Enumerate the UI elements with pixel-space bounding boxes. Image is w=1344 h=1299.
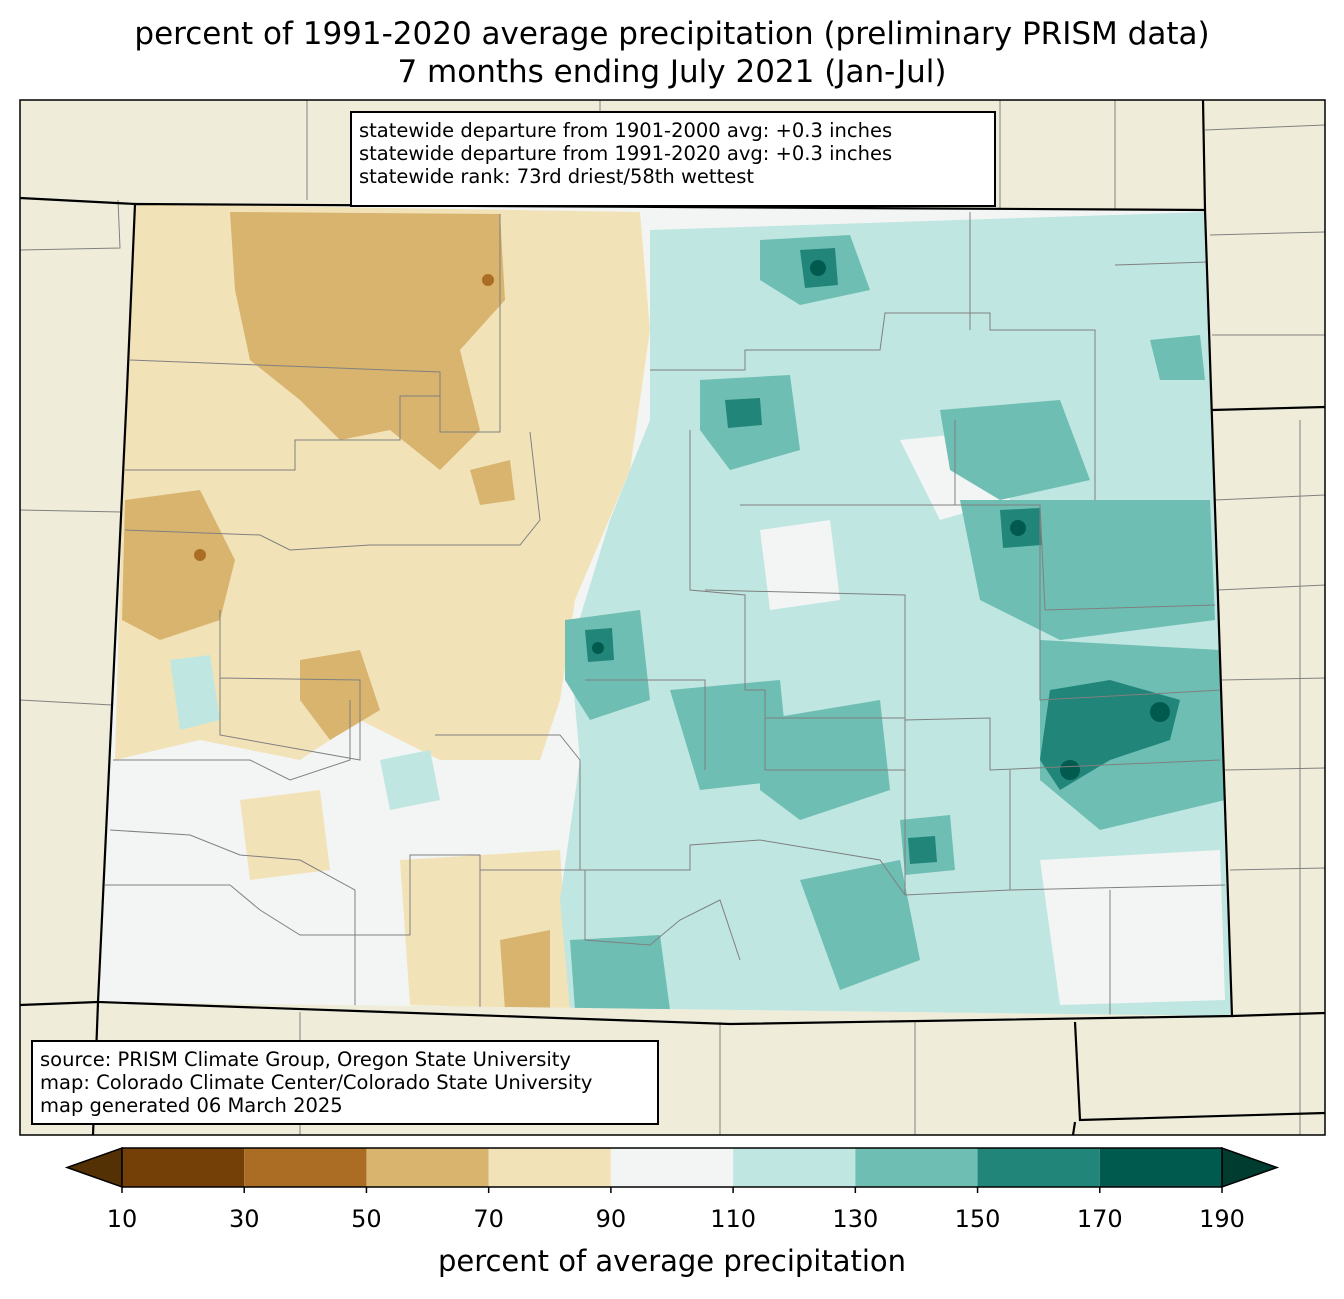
state-borders (19, 99, 1326, 1136)
colorbar-tick-label: 170 (1076, 1205, 1123, 1233)
source-line: map: Colorado Climate Center/Colorado St… (40, 1071, 593, 1094)
colorbar-tick-label: 10 (106, 1205, 138, 1233)
map-title-line1: percent of 1991-2020 average precipitati… (134, 16, 1210, 52)
source-line: map generated 06 March 2025 (40, 1094, 343, 1117)
precipitation-field (98, 204, 1232, 1016)
stats-line: statewide departure from 1991-2020 avg: … (359, 142, 893, 165)
colorbar-tick-label: 110 (710, 1205, 757, 1233)
colorbar-tick-label: 130 (832, 1205, 879, 1233)
colorado-county-lines (105, 212, 1226, 1016)
colorbar-label: percent of average precipitation (437, 1244, 907, 1278)
colorbar-tick-label: 190 (1199, 1205, 1245, 1233)
colorbar-tick-label: 70 (473, 1205, 504, 1233)
source-line: source: PRISM Climate Group, Oregon Stat… (40, 1048, 571, 1071)
stats-line: statewide departure from 1901-2000 avg: … (359, 119, 893, 142)
map-frame-border (19, 99, 1326, 1136)
colorbar-tick-label: 30 (228, 1205, 260, 1233)
colorbar-tick-label: 50 (351, 1205, 382, 1233)
source-credit-box: source: PRISM Climate Group, Oregon Stat… (31, 1040, 659, 1125)
colorbar-tick-label: 150 (954, 1205, 1001, 1233)
statewide-stats-box: statewide departure from 1901-2000 avg: … (350, 111, 996, 207)
colorbar-tick-label: 90 (595, 1205, 627, 1233)
map-title-line2: 7 months ending July 2021 (Jan-Jul) (397, 54, 947, 90)
stats-line: statewide rank: 73rd driest/58th wettest (359, 165, 755, 188)
